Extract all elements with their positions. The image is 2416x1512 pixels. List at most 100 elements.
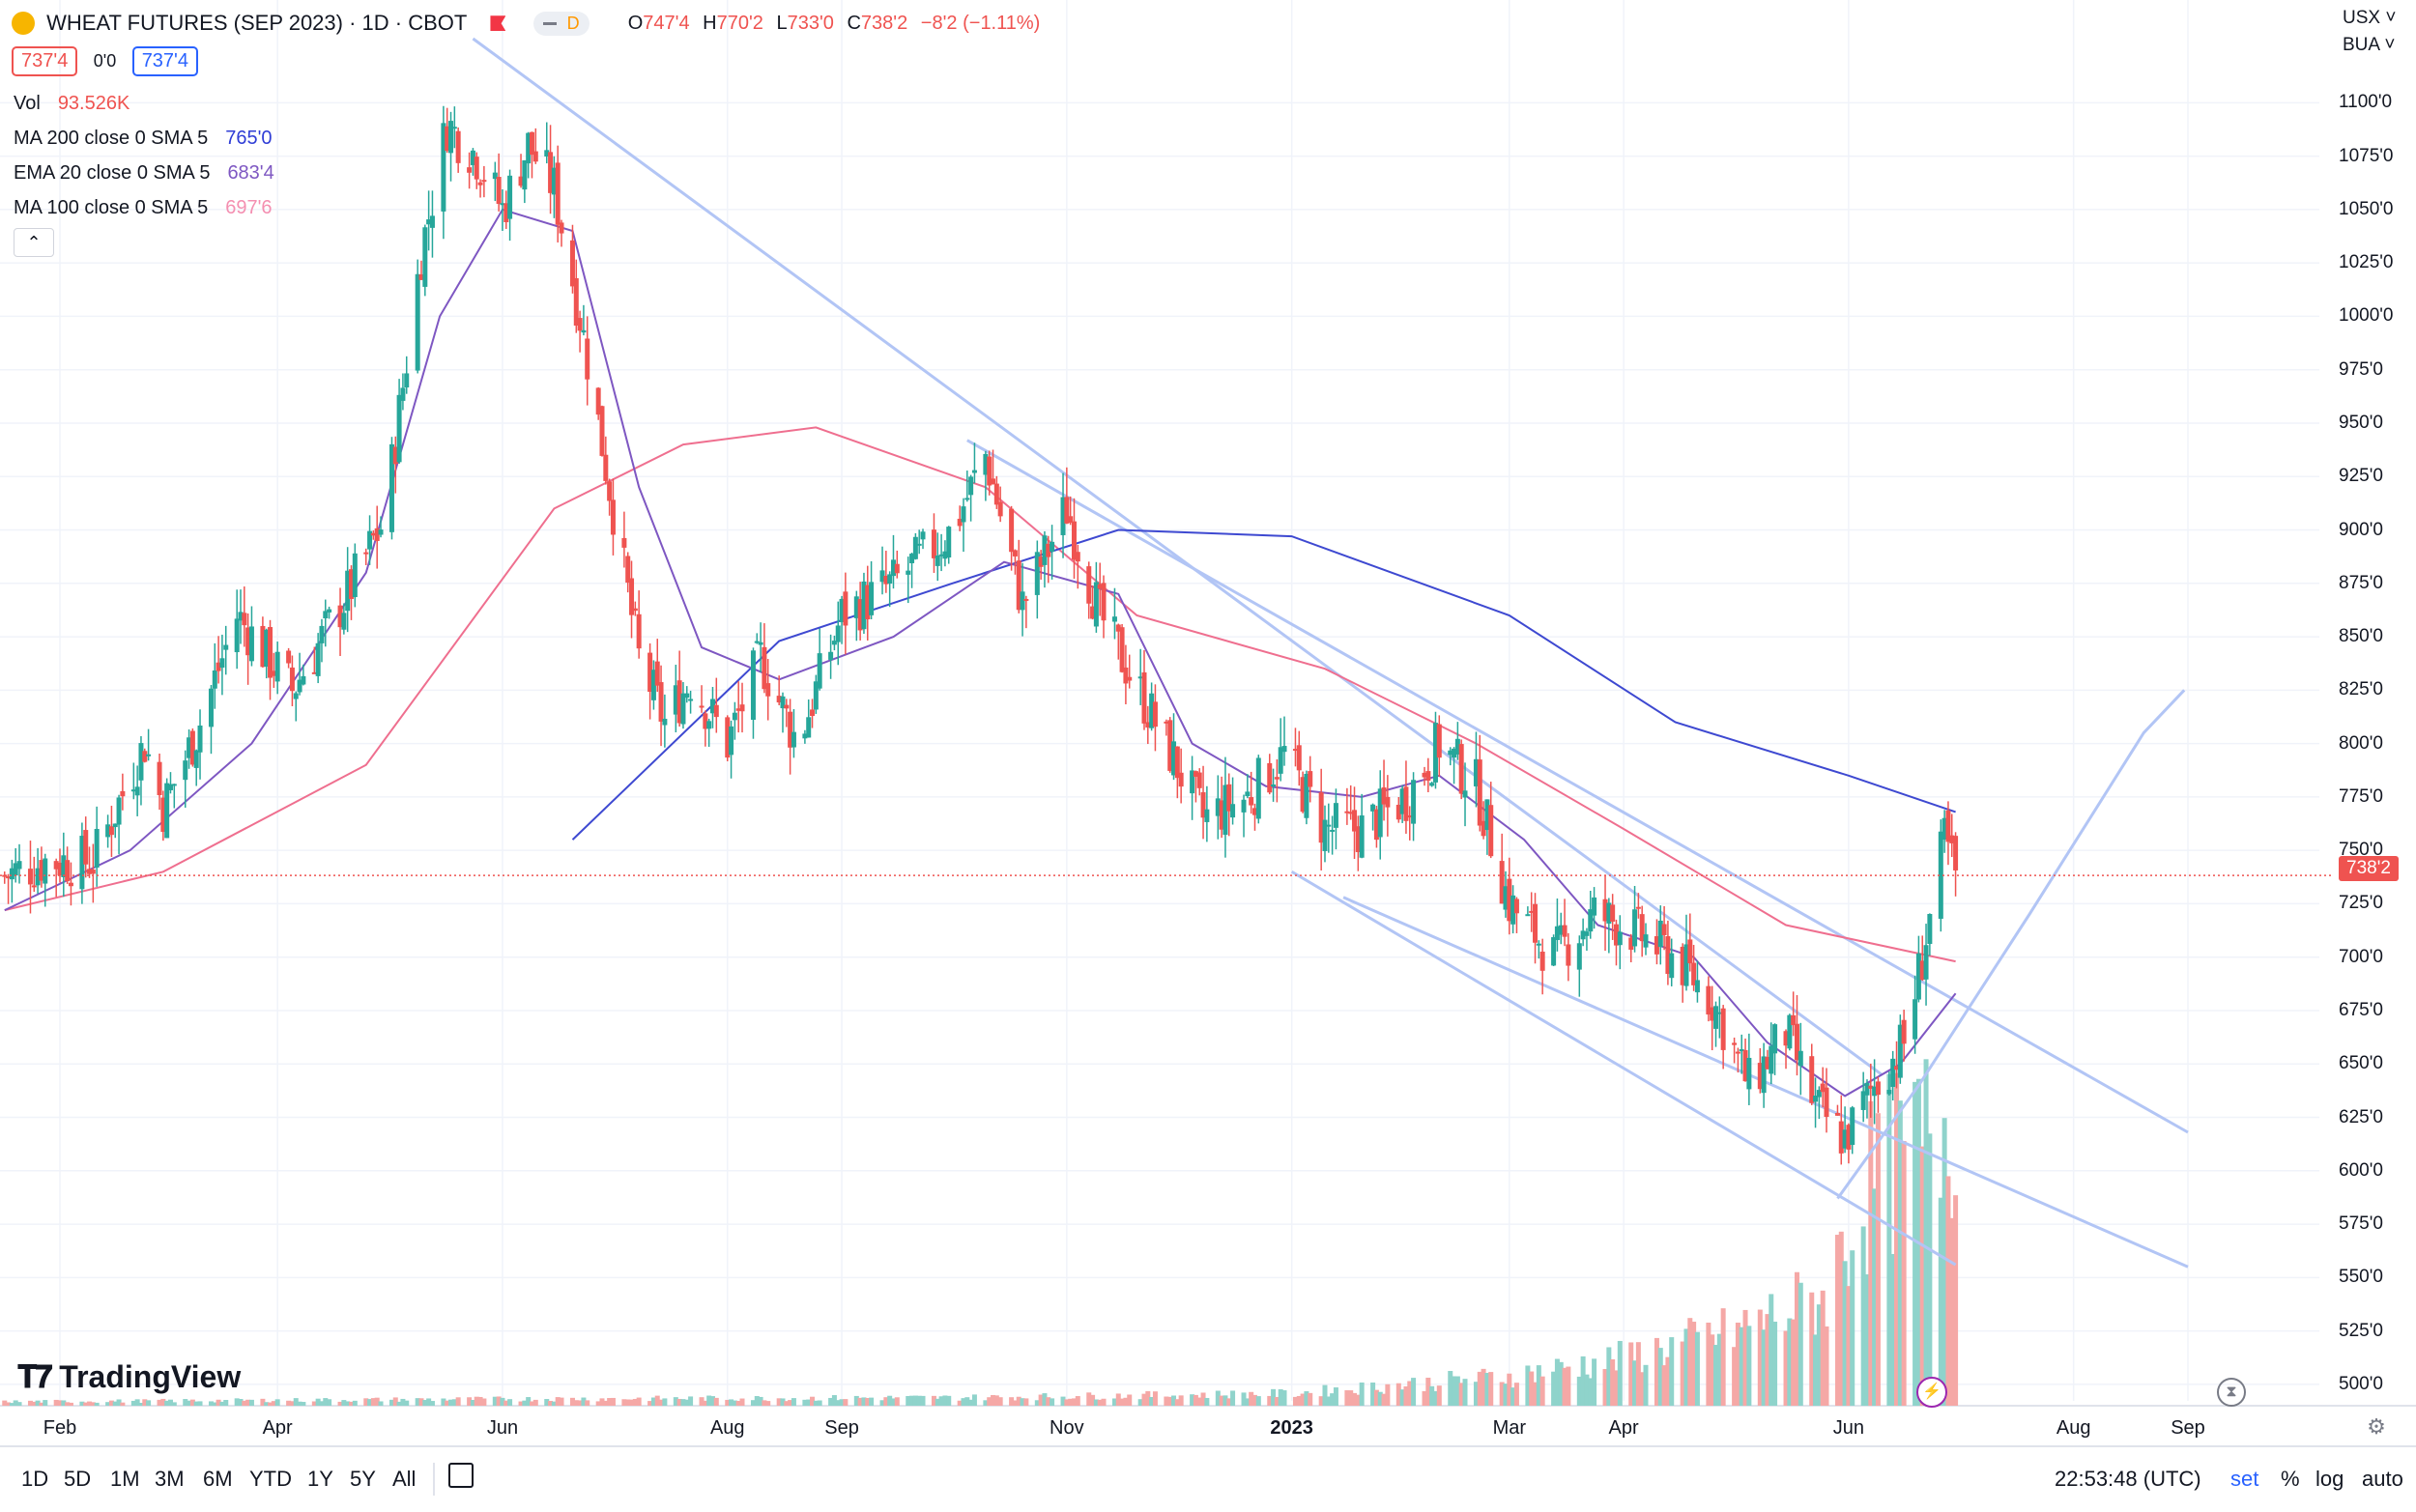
bid-box[interactable]: 737'4 xyxy=(12,46,78,76)
candle-body xyxy=(865,585,871,620)
range-3m[interactable]: 3M xyxy=(155,1467,185,1491)
timer-icon[interactable]: ⧗ xyxy=(2217,1378,2246,1407)
volume-bar xyxy=(1846,1286,1852,1406)
toggle-percent[interactable]: % xyxy=(2281,1467,2300,1491)
candle-body xyxy=(585,338,590,380)
volume-bar xyxy=(1458,1383,1464,1406)
candle-body xyxy=(729,726,734,756)
volume-bar xyxy=(706,1395,712,1406)
candle-body xyxy=(713,704,719,718)
candle-body xyxy=(87,869,93,874)
volume-bar xyxy=(1145,1390,1151,1406)
volume-bar xyxy=(1654,1337,1659,1406)
candle-body xyxy=(1012,550,1018,556)
candle-body xyxy=(1204,809,1210,822)
volume-bar xyxy=(1330,1393,1336,1406)
volume-bar xyxy=(108,1400,114,1406)
volume-bar xyxy=(551,1401,557,1406)
interval-badge[interactable]: D xyxy=(532,11,590,36)
candle-body xyxy=(297,679,302,693)
range-1d[interactable]: 1D xyxy=(21,1467,49,1491)
volume-bar xyxy=(223,1400,229,1406)
volume-bar xyxy=(906,1395,911,1406)
y-tick-label: 900'0 xyxy=(2339,519,2383,540)
y-tick-label: 650'0 xyxy=(2339,1053,2383,1074)
candle-body xyxy=(1687,939,1693,964)
legend-ma100[interactable]: MA 100 close 0 SMA 5 697'6 xyxy=(14,197,273,218)
candle-body xyxy=(500,203,505,206)
candle-body xyxy=(817,653,822,689)
y-tick-label: 1050'0 xyxy=(2339,198,2394,219)
candle-body xyxy=(507,175,513,219)
candle-body xyxy=(1842,1129,1848,1149)
range-6m[interactable]: 6M xyxy=(203,1467,233,1491)
volume-bar xyxy=(271,1401,276,1406)
volume-bar xyxy=(1949,1217,1955,1406)
candle-body xyxy=(1111,616,1117,622)
candle-body xyxy=(1886,1090,1892,1095)
legend-ema20[interactable]: EMA 20 close 0 SMA 5 683'4 xyxy=(14,162,274,184)
candle-body xyxy=(843,591,848,626)
volume-bar xyxy=(780,1398,786,1406)
calendar-icon[interactable] xyxy=(448,1463,474,1488)
clock-time[interactable]: 22:53:48 (UTC) xyxy=(2055,1467,2201,1491)
volume-bar xyxy=(35,1400,41,1406)
candle-body xyxy=(138,743,144,781)
volume-bar xyxy=(647,1401,653,1406)
candle-body xyxy=(1510,895,1516,925)
range-5y[interactable]: 5Y xyxy=(350,1467,376,1491)
range-5d[interactable]: 5D xyxy=(64,1467,92,1491)
candle-body xyxy=(835,625,841,642)
legend-volume[interactable]: Vol 93.526K xyxy=(14,93,130,114)
volume-bar xyxy=(1592,1358,1597,1406)
candle-body xyxy=(1267,762,1273,793)
symbol-title[interactable]: WHEAT FUTURES (SEP 2023) · 1D · CBOT xyxy=(46,11,468,36)
volume-bar xyxy=(1432,1390,1438,1406)
candle-body xyxy=(577,318,583,331)
volume-bar xyxy=(134,1399,140,1406)
volume-bar xyxy=(1525,1365,1531,1406)
volume-bar xyxy=(451,1399,457,1406)
settings-gear-icon[interactable]: ⚙ xyxy=(2367,1414,2386,1439)
y-tick-label: 1000'0 xyxy=(2339,305,2394,327)
candle-body xyxy=(1783,1031,1789,1046)
legend-ma200[interactable]: MA 200 close 0 SMA 5 765'0 xyxy=(14,128,273,149)
candle-body xyxy=(492,172,498,180)
range-all[interactable]: All xyxy=(392,1467,417,1491)
volume-bar xyxy=(1610,1358,1616,1406)
candle-body xyxy=(293,693,299,699)
volume-bar xyxy=(684,1399,690,1406)
volume-bar xyxy=(1149,1396,1155,1406)
range-ytd[interactable]: YTD xyxy=(249,1467,292,1491)
collapse-legend-button[interactable]: ⌃ xyxy=(14,228,54,257)
volume-bar xyxy=(1090,1394,1096,1406)
range-1y[interactable]: 1Y xyxy=(307,1467,333,1491)
x-tick-label: Jun xyxy=(486,1417,519,1439)
candle-body xyxy=(1348,812,1354,814)
volume-bar xyxy=(363,1398,369,1406)
candle-body xyxy=(548,152,554,193)
unit-select[interactable]: BUA ˅ xyxy=(2343,35,2396,55)
toggle-log[interactable]: log xyxy=(2315,1467,2344,1491)
candle-body xyxy=(271,670,276,676)
range-1m[interactable]: 1M xyxy=(110,1467,140,1491)
volume-bar xyxy=(500,1397,505,1406)
x-tick-label: Mar xyxy=(1492,1417,1527,1439)
volume-bar xyxy=(27,1400,33,1406)
volume-bar xyxy=(1566,1366,1571,1406)
ask-box[interactable]: 737'4 xyxy=(131,46,198,76)
volume-bar xyxy=(83,1402,89,1406)
toggle-set[interactable]: set xyxy=(2230,1467,2259,1491)
volume-bar xyxy=(1274,1396,1280,1406)
candle-body xyxy=(725,717,731,758)
volume-bar xyxy=(1308,1392,1313,1406)
candle-body xyxy=(1226,784,1232,812)
volume-bar xyxy=(861,1397,867,1406)
currency-select[interactable]: USX ˅ xyxy=(2343,8,2397,28)
candle-body xyxy=(1919,960,1925,981)
volume-bar xyxy=(311,1401,317,1406)
lightning-icon[interactable]: ⚡ xyxy=(1916,1377,1947,1408)
flag-icon[interactable] xyxy=(490,15,506,32)
toggle-auto[interactable]: auto xyxy=(2362,1467,2403,1491)
